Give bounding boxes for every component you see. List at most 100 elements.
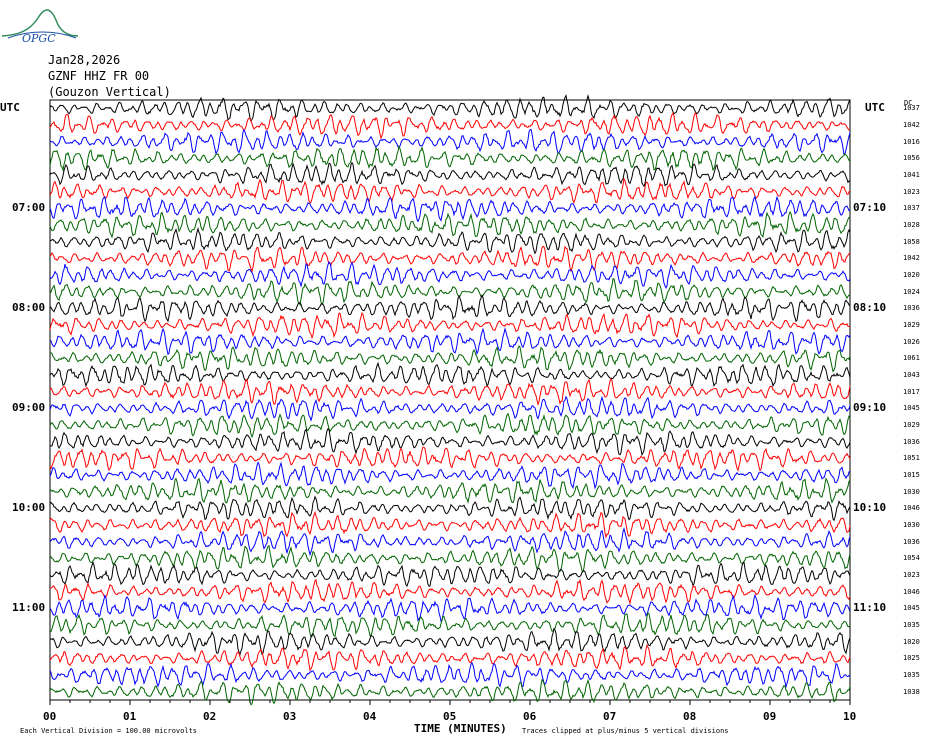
seismic-trace [49,477,851,505]
dc-offset-label: 1046 [903,504,920,513]
seismic-trace [49,395,851,422]
dc-offset-label: 1036 [903,537,920,546]
seismic-trace [49,495,851,522]
seismic-trace [49,261,851,289]
dc-offset-label: 1045 [903,404,920,413]
seismic-trace [49,578,851,606]
dc-offset-label: 1023 [903,571,920,579]
seismic-trace [49,643,851,672]
seismic-trace [49,544,851,572]
x-tick-label: 00 [43,710,57,723]
utc-right-label: UTC [865,101,885,114]
x-tick-label: 03 [283,710,297,723]
dc-offset-label: 1016 [903,137,920,146]
seismic-trace [49,144,851,172]
dc-offset-label: 1015 [903,471,920,479]
seismic-trace [49,461,851,490]
dc-offset-label: 1061 [903,354,920,363]
dc-offset-label: 1042 [903,254,920,263]
seismic-trace [49,195,851,223]
seismic-trace [49,327,851,356]
seismic-trace [49,177,851,204]
seismic-trace [49,94,851,123]
site-label: (Gouzon Vertical) [48,85,171,99]
seismic-trace [49,345,851,373]
x-tick-label: 08 [683,710,697,723]
x-tick-label: 05 [443,710,457,723]
x-tick-label: 09 [763,710,777,723]
seismic-trace [49,527,851,557]
seismic-trace [49,161,851,188]
x-tick-label: 02 [203,710,217,723]
dc-offset-label: 1017 [903,387,920,396]
dc-offset-label: 1026 [903,337,920,346]
hour-label-left: 08:00 [12,301,46,315]
x-tick-label: 01 [123,710,137,723]
seismic-trace [49,561,851,587]
seismic-trace [49,112,851,140]
seismic-trace [49,128,851,156]
dc-offset-label: 1030 [903,487,920,496]
dc-offset-label: 1020 [903,271,920,279]
dc-offset-label: 1058 [903,237,920,246]
dc-offset-label: 1030 [903,521,920,529]
seismic-trace [49,210,850,239]
opgc-logo: OPGC [1,9,79,45]
dc-offset-label: 1020 [903,637,920,646]
x-tick-label: 10 [843,710,857,723]
hour-label-right: 10:10 [853,501,887,515]
x-tick-label: 06 [523,710,537,723]
station-label: GZNF HHZ FR 00 [48,69,150,83]
seismic-trace [49,293,851,323]
hour-label-right: 08:10 [853,301,887,315]
hour-label-left: 07:00 [12,201,46,215]
hour-label-left: 09:00 [12,401,46,415]
dc-offset-label: 1025 [903,654,920,663]
dc-offset-label: 1035 [903,671,920,679]
logo-mountain-icon [1,9,79,37]
seismic-trace [49,312,850,340]
dc-offset-label: 1043 [903,371,920,379]
dc-offset-label: 1046 [903,587,920,596]
seismic-trace [49,377,851,406]
dc-offset-label: 1054 [903,554,920,563]
date-label: Jan28,2026 [48,53,121,67]
dc-offset-label: 1038 [903,687,920,696]
dc-offset-label: 1024 [903,287,920,296]
seismic-trace [49,678,851,706]
seismic-trace [49,427,851,457]
seismic-trace [49,361,851,388]
utc-left-label: UTC [0,101,20,114]
hour-label-right: 09:10 [853,401,887,415]
seismic-trace [49,412,851,439]
footer-clip-note: Traces clipped at plus/minus 5 vertical … [522,727,729,735]
dc-offset-label: 1041 [903,171,920,179]
hour-label-right: 11:10 [853,601,887,615]
seismic-trace [49,446,851,472]
dc-offset-label: 1037 [903,104,920,113]
dc-offset-label: 1036 [903,304,920,313]
dc-offset-label: 1037 [903,204,920,213]
dc-offset-label: 1056 [903,154,920,163]
seismic-trace [49,245,851,273]
seismic-trace [49,611,851,638]
seismic-trace [49,593,851,622]
hour-label-left: 10:00 [12,501,46,515]
seismic-trace [49,627,851,657]
dc-offset-label: 1042 [903,121,920,129]
footer-scale-note: Each Vertical Division = 100.00 microvol… [20,727,198,735]
dc-offset-label: 1029 [903,321,920,329]
dc-offset-label: 1045 [903,604,920,613]
x-axis-label: TIME (MINUTES) [414,722,507,735]
logo-text: OPGC [22,32,56,45]
hour-label-right: 07:10 [853,201,887,215]
dc-offset-label: 1036 [903,437,920,446]
dc-offset-label: 1029 [903,421,920,429]
seismic-trace [49,226,851,255]
seismic-trace [49,510,851,539]
x-tick-label: 04 [363,710,377,723]
x-tick-label: 07 [603,710,617,723]
seismic-trace [49,661,851,689]
dc-offset-label: 1051 [903,454,920,463]
